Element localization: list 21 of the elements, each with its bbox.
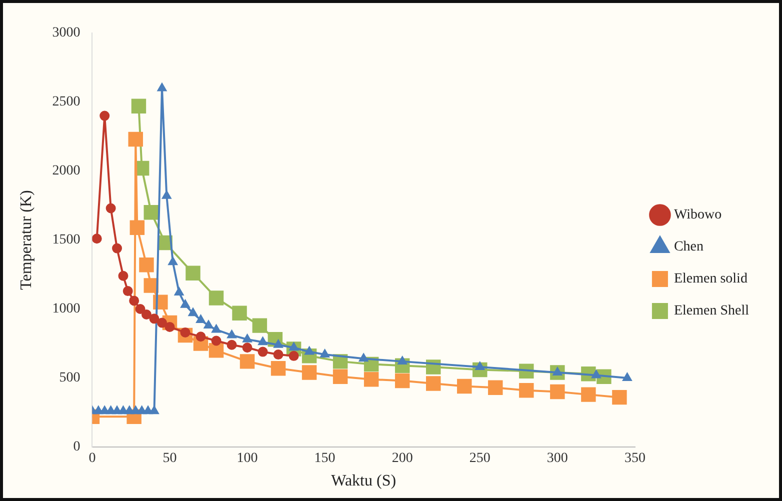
legend-label: Chen bbox=[674, 240, 704, 255]
y-tick-label: 1500 bbox=[52, 232, 80, 248]
y-axis-title: Temperatur (K) bbox=[18, 190, 35, 290]
y-tick-label: 3000 bbox=[52, 26, 80, 41]
y-tick-label: 1000 bbox=[52, 302, 80, 317]
x-tick-label: 150 bbox=[314, 451, 336, 466]
x-tick-label: 50 bbox=[162, 451, 177, 466]
x-tick-label: 300 bbox=[546, 451, 568, 466]
legend-label: Elemen Shell bbox=[674, 304, 750, 319]
y-tick-label: 2000 bbox=[52, 164, 80, 179]
y-tick-label: 500 bbox=[59, 370, 80, 386]
x-tick-label: 250 bbox=[469, 451, 490, 466]
x-tick-label: 100 bbox=[236, 451, 258, 466]
x-tick-label: 0 bbox=[88, 451, 96, 466]
x-tick-label: 350 bbox=[624, 451, 646, 466]
y-tick-label: 2500 bbox=[52, 94, 80, 110]
y-tick-label: 0 bbox=[73, 440, 80, 455]
legend-label: Elemen solid bbox=[674, 272, 748, 287]
x-tick-label: 200 bbox=[392, 451, 413, 466]
legend-label: Wibowo bbox=[674, 208, 722, 223]
x-axis-title: Waktu (S) bbox=[331, 472, 396, 490]
